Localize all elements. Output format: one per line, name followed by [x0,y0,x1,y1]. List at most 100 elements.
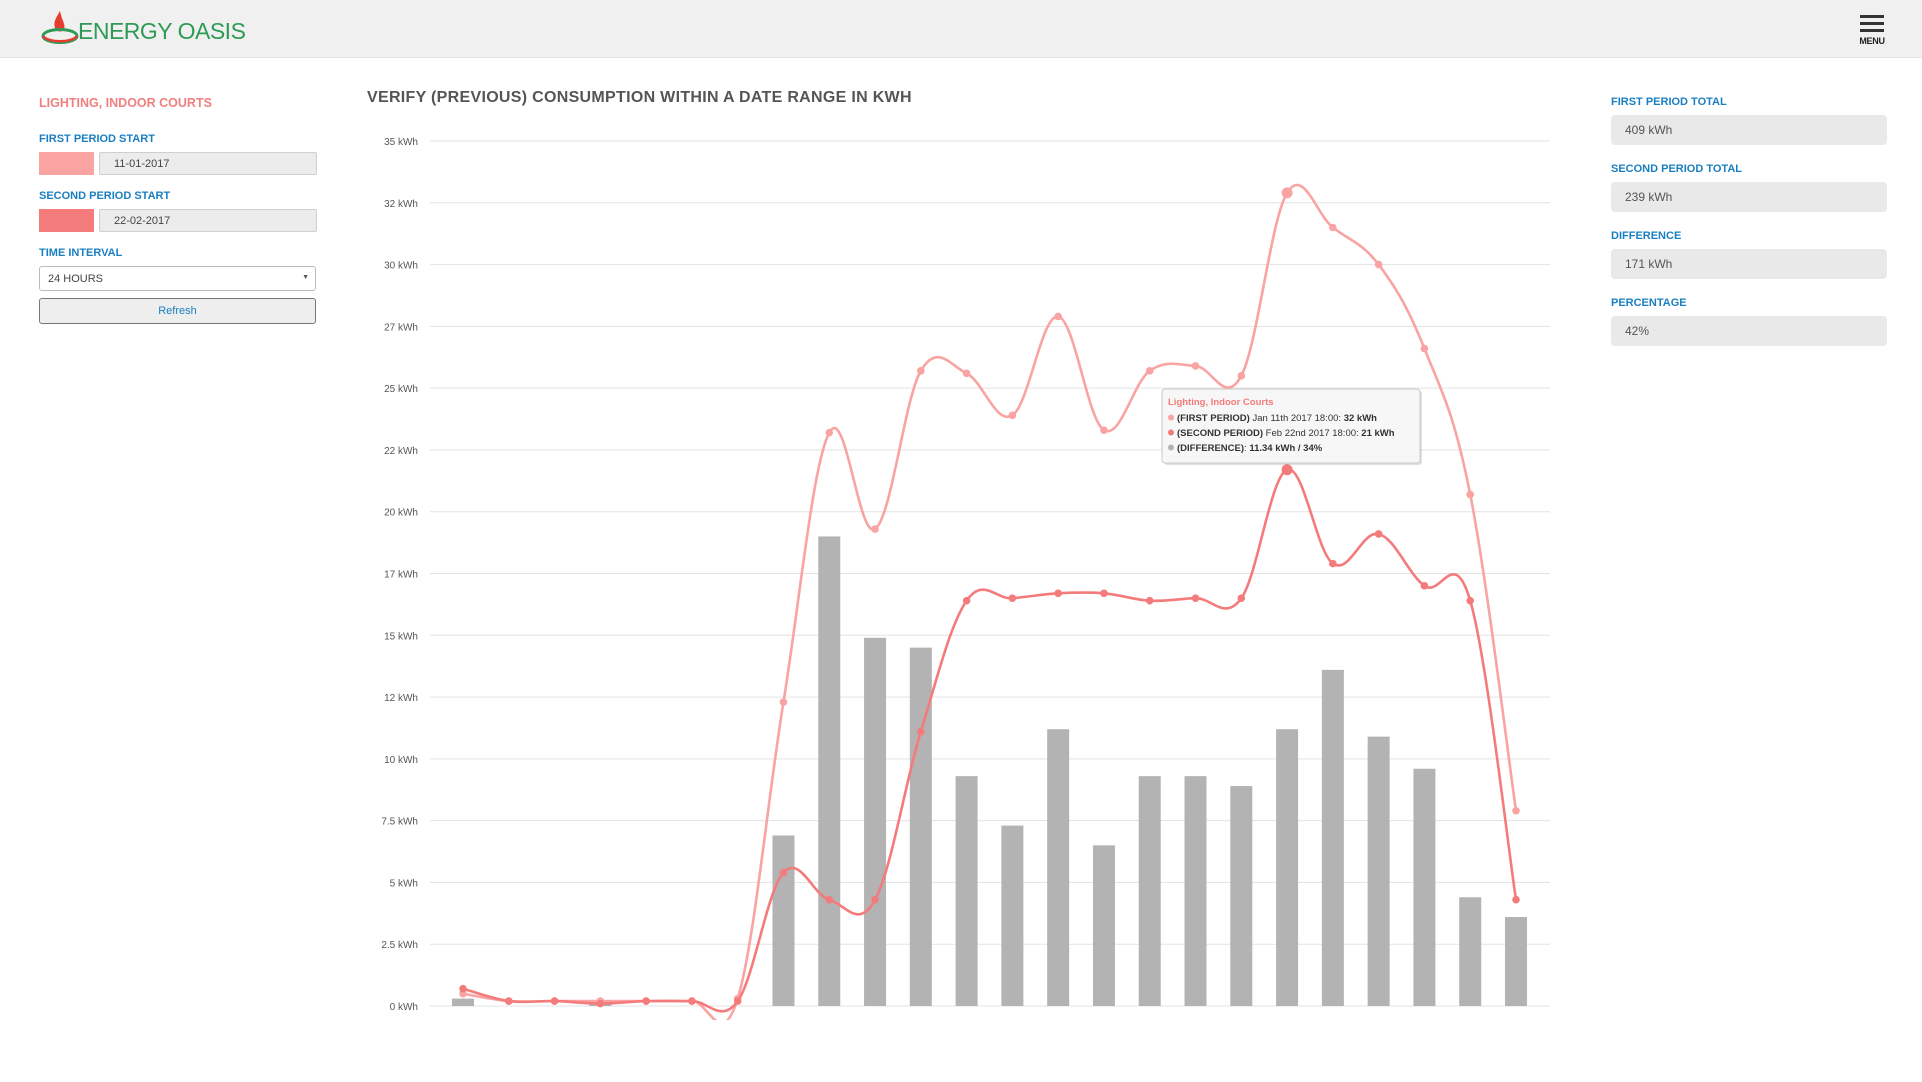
second-period-point [779,868,788,877]
difference-bar [1321,669,1344,1006]
y-tick-label: 7.5 kWh [381,817,418,828]
first-period-line [462,183,1518,1020]
menu-button[interactable]: MENU [1858,15,1886,51]
difference-bar [864,637,887,1006]
second-period-total-value: 239 kWh [1611,182,1887,212]
first-period-point [1145,367,1154,375]
y-tick-label: 20 kWh [384,508,418,519]
first-period-point [1466,490,1475,499]
percentage-label: PERCENTAGE [1611,297,1687,309]
tooltip-box [1161,388,1421,464]
second-period-line [462,468,1518,1013]
time-interval-label: TIME INTERVAL [39,247,123,259]
y-tick-label: 10 kWh [384,755,418,766]
first-period-point [1329,223,1337,232]
chart-title: VERIFY (PREVIOUS) CONSUMPTION WITHIN A D… [367,89,912,106]
first-period-total-value: 409 kWh [1611,115,1887,145]
difference-bar [1184,776,1207,1006]
flame-drop-icon [41,11,79,44]
first-period-point [1281,187,1293,199]
second-period-point [917,727,925,736]
difference-bar [1505,917,1527,1006]
y-tick-label: 25 kWh [384,384,418,395]
y-tick-label: 15 kWh [384,631,418,642]
percentage-value: 42% [1611,316,1887,346]
second-period-point [1281,464,1293,476]
second-period-color-swatch[interactable] [39,209,94,232]
filter-panel: LIGHTING, INDOOR COURTS FIRST PERIOD STA… [39,96,317,324]
first-period-point [962,369,971,378]
y-tick-label: 30 kWh [384,261,418,272]
top-bar: ENERGY OASIS MENU [0,0,1922,58]
tooltip-row: (SECOND PERIOD) Feb 22nd 2017 18:00: 21 … [1177,428,1395,439]
first-period-point [917,367,925,375]
first-period-point [1420,344,1429,353]
difference-bar [818,536,841,1006]
difference-bar [1047,729,1070,1006]
first-period-point [1512,806,1520,815]
y-tick-label: 2.5 kWh [381,940,418,951]
difference-bar [1092,845,1115,1006]
first-period-point [1191,362,1200,370]
second-period-point [962,596,971,605]
y-tick-label: 17 kWh [384,570,418,581]
second-period-point [1008,594,1017,603]
y-tick-label: 27 kWh [384,322,418,333]
second-period-point [825,895,834,904]
difference-bar [1367,736,1390,1006]
second-period-point [1374,530,1383,538]
time-interval-value: 24 HOURS [48,273,104,285]
second-period-point [1466,596,1475,605]
second-period-start-input[interactable]: 22-02-2017 [99,209,317,232]
difference-bar [1459,897,1482,1006]
refresh-button[interactable]: Refresh [39,298,316,324]
consumption-chart: 0 kWh 2.5 kWh 5 kWh 7.5 kWh 10 kWh 12 kWh 15 k… [381,137,1550,1020]
time-interval-select[interactable]: 24 HOURS ▼ [39,266,316,291]
difference-bar [1001,825,1024,1006]
difference-bar [1230,786,1253,1006]
second-period-point [1237,594,1246,603]
difference-bar [1413,768,1436,1006]
tooltip-row: (FIRST PERIOD) Jan 11th 2017 18:00: 32 k… [1177,413,1377,424]
y-tick-label: 22 kWh [384,446,418,457]
first-period-label: FIRST PERIOD START [39,133,155,145]
second-period-point [504,997,513,1005]
second-period-point [871,895,879,904]
second-period-point [1420,582,1429,590]
logo-text: ENERGY OASIS [78,17,246,44]
difference-bar [1138,776,1161,1006]
hamburger-icon [1860,15,1884,18]
caret-down-icon: ▼ [302,274,309,281]
first-period-point [1100,426,1108,434]
y-tick-label: 32 kWh [384,199,418,210]
second-period-point [1512,895,1520,904]
first-period-point [1008,411,1017,420]
first-period-start-input[interactable]: 11-01-2017 [99,152,317,175]
tooltip-legend-dot [1168,414,1174,421]
second-period-point [1100,589,1108,598]
second-period-point [596,999,605,1008]
tooltip-title: Lighting, Indoor Courts [1168,397,1274,408]
first-period-point [1237,371,1246,380]
second-period-point [459,984,467,993]
y-tick-label: 0 kWh [390,1002,418,1013]
logo[interactable]: ENERGY OASIS [38,8,246,48]
difference-bar [1276,729,1299,1006]
first-period-point [779,698,788,706]
y-tick-label: 35 kWh [384,137,418,148]
first-period-point [871,525,879,533]
tooltip-legend-dot [1168,429,1174,436]
first-period-total-label: FIRST PERIOD TOTAL [1611,96,1727,108]
second-period-point [550,997,559,1005]
second-period-point [1191,594,1200,603]
first-period-color-swatch[interactable] [39,152,94,175]
y-tick-label: 12 kWh [384,693,418,704]
second-period-point [733,997,742,1005]
totals-panel: FIRST PERIOD TOTAL 409 kWh SECOND PERIOD… [1611,96,1887,364]
difference-bar [955,776,978,1006]
difference-value: 171 kWh [1611,249,1887,279]
difference-bar [909,647,932,1006]
tooltip-legend-dot [1168,444,1174,451]
second-period-point [1054,589,1062,598]
first-period-point [825,428,834,437]
